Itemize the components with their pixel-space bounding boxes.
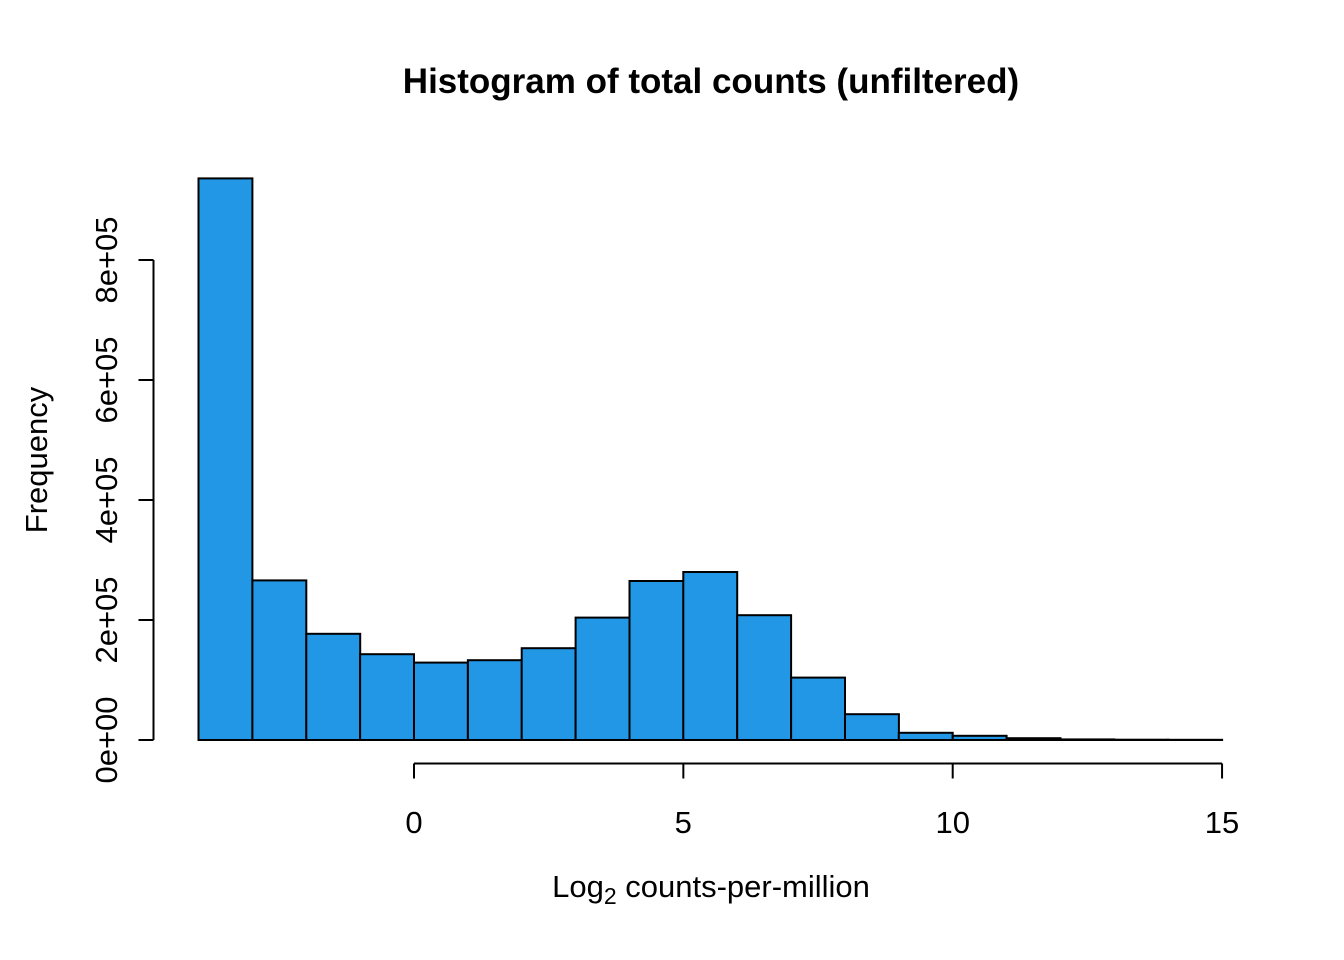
- histogram-bar: [197, 177, 254, 741]
- histogram-bar: [951, 734, 1008, 741]
- histogram-bar: [844, 713, 900, 742]
- x-axis-label: Log2 counts-per-million: [552, 869, 870, 909]
- histogram-bar: [359, 653, 416, 742]
- x-tick-label: 10: [935, 805, 969, 840]
- histogram-bar: [682, 571, 739, 741]
- bars-group: [197, 177, 1224, 742]
- histogram-bar: [413, 661, 469, 741]
- y-tick-label: 8e+05: [89, 216, 124, 303]
- y-tick-label: 0e+00: [89, 696, 124, 783]
- histogram-bar: [520, 647, 577, 742]
- x-tick-label: 5: [675, 805, 692, 840]
- x-axis-label-suffix: counts-per-million: [617, 869, 870, 904]
- y-tick-label: 4e+05: [89, 456, 124, 543]
- histogram-bar: [1059, 738, 1116, 742]
- x-axis: 0 5 10 15: [405, 762, 1239, 840]
- histogram-bar: [897, 731, 954, 741]
- y-tick-label: 6e+05: [89, 336, 124, 423]
- histogram-bar: [305, 632, 362, 741]
- histogram-bar: [1005, 737, 1062, 742]
- histogram-bar: [466, 659, 523, 742]
- histogram-bar: [251, 579, 308, 742]
- x-tick-label: 15: [1205, 805, 1239, 840]
- histogram-bar: [790, 676, 846, 741]
- chart-title: Histogram of total counts (unfiltered): [403, 62, 1019, 101]
- y-axis-label: Frequency: [19, 386, 54, 533]
- y-axis: 0e+00 2e+05 4e+05 6e+05 8e+05: [89, 216, 155, 784]
- histogram-bar: [736, 614, 793, 742]
- x-axis-label-subscript: 2: [604, 883, 617, 909]
- histogram-bar: [628, 580, 685, 741]
- histogram-bar: [574, 616, 631, 741]
- x-axis-label-prefix: Log: [552, 869, 604, 904]
- y-tick-label: 2e+05: [89, 576, 124, 663]
- x-tick-label: 0: [405, 805, 422, 840]
